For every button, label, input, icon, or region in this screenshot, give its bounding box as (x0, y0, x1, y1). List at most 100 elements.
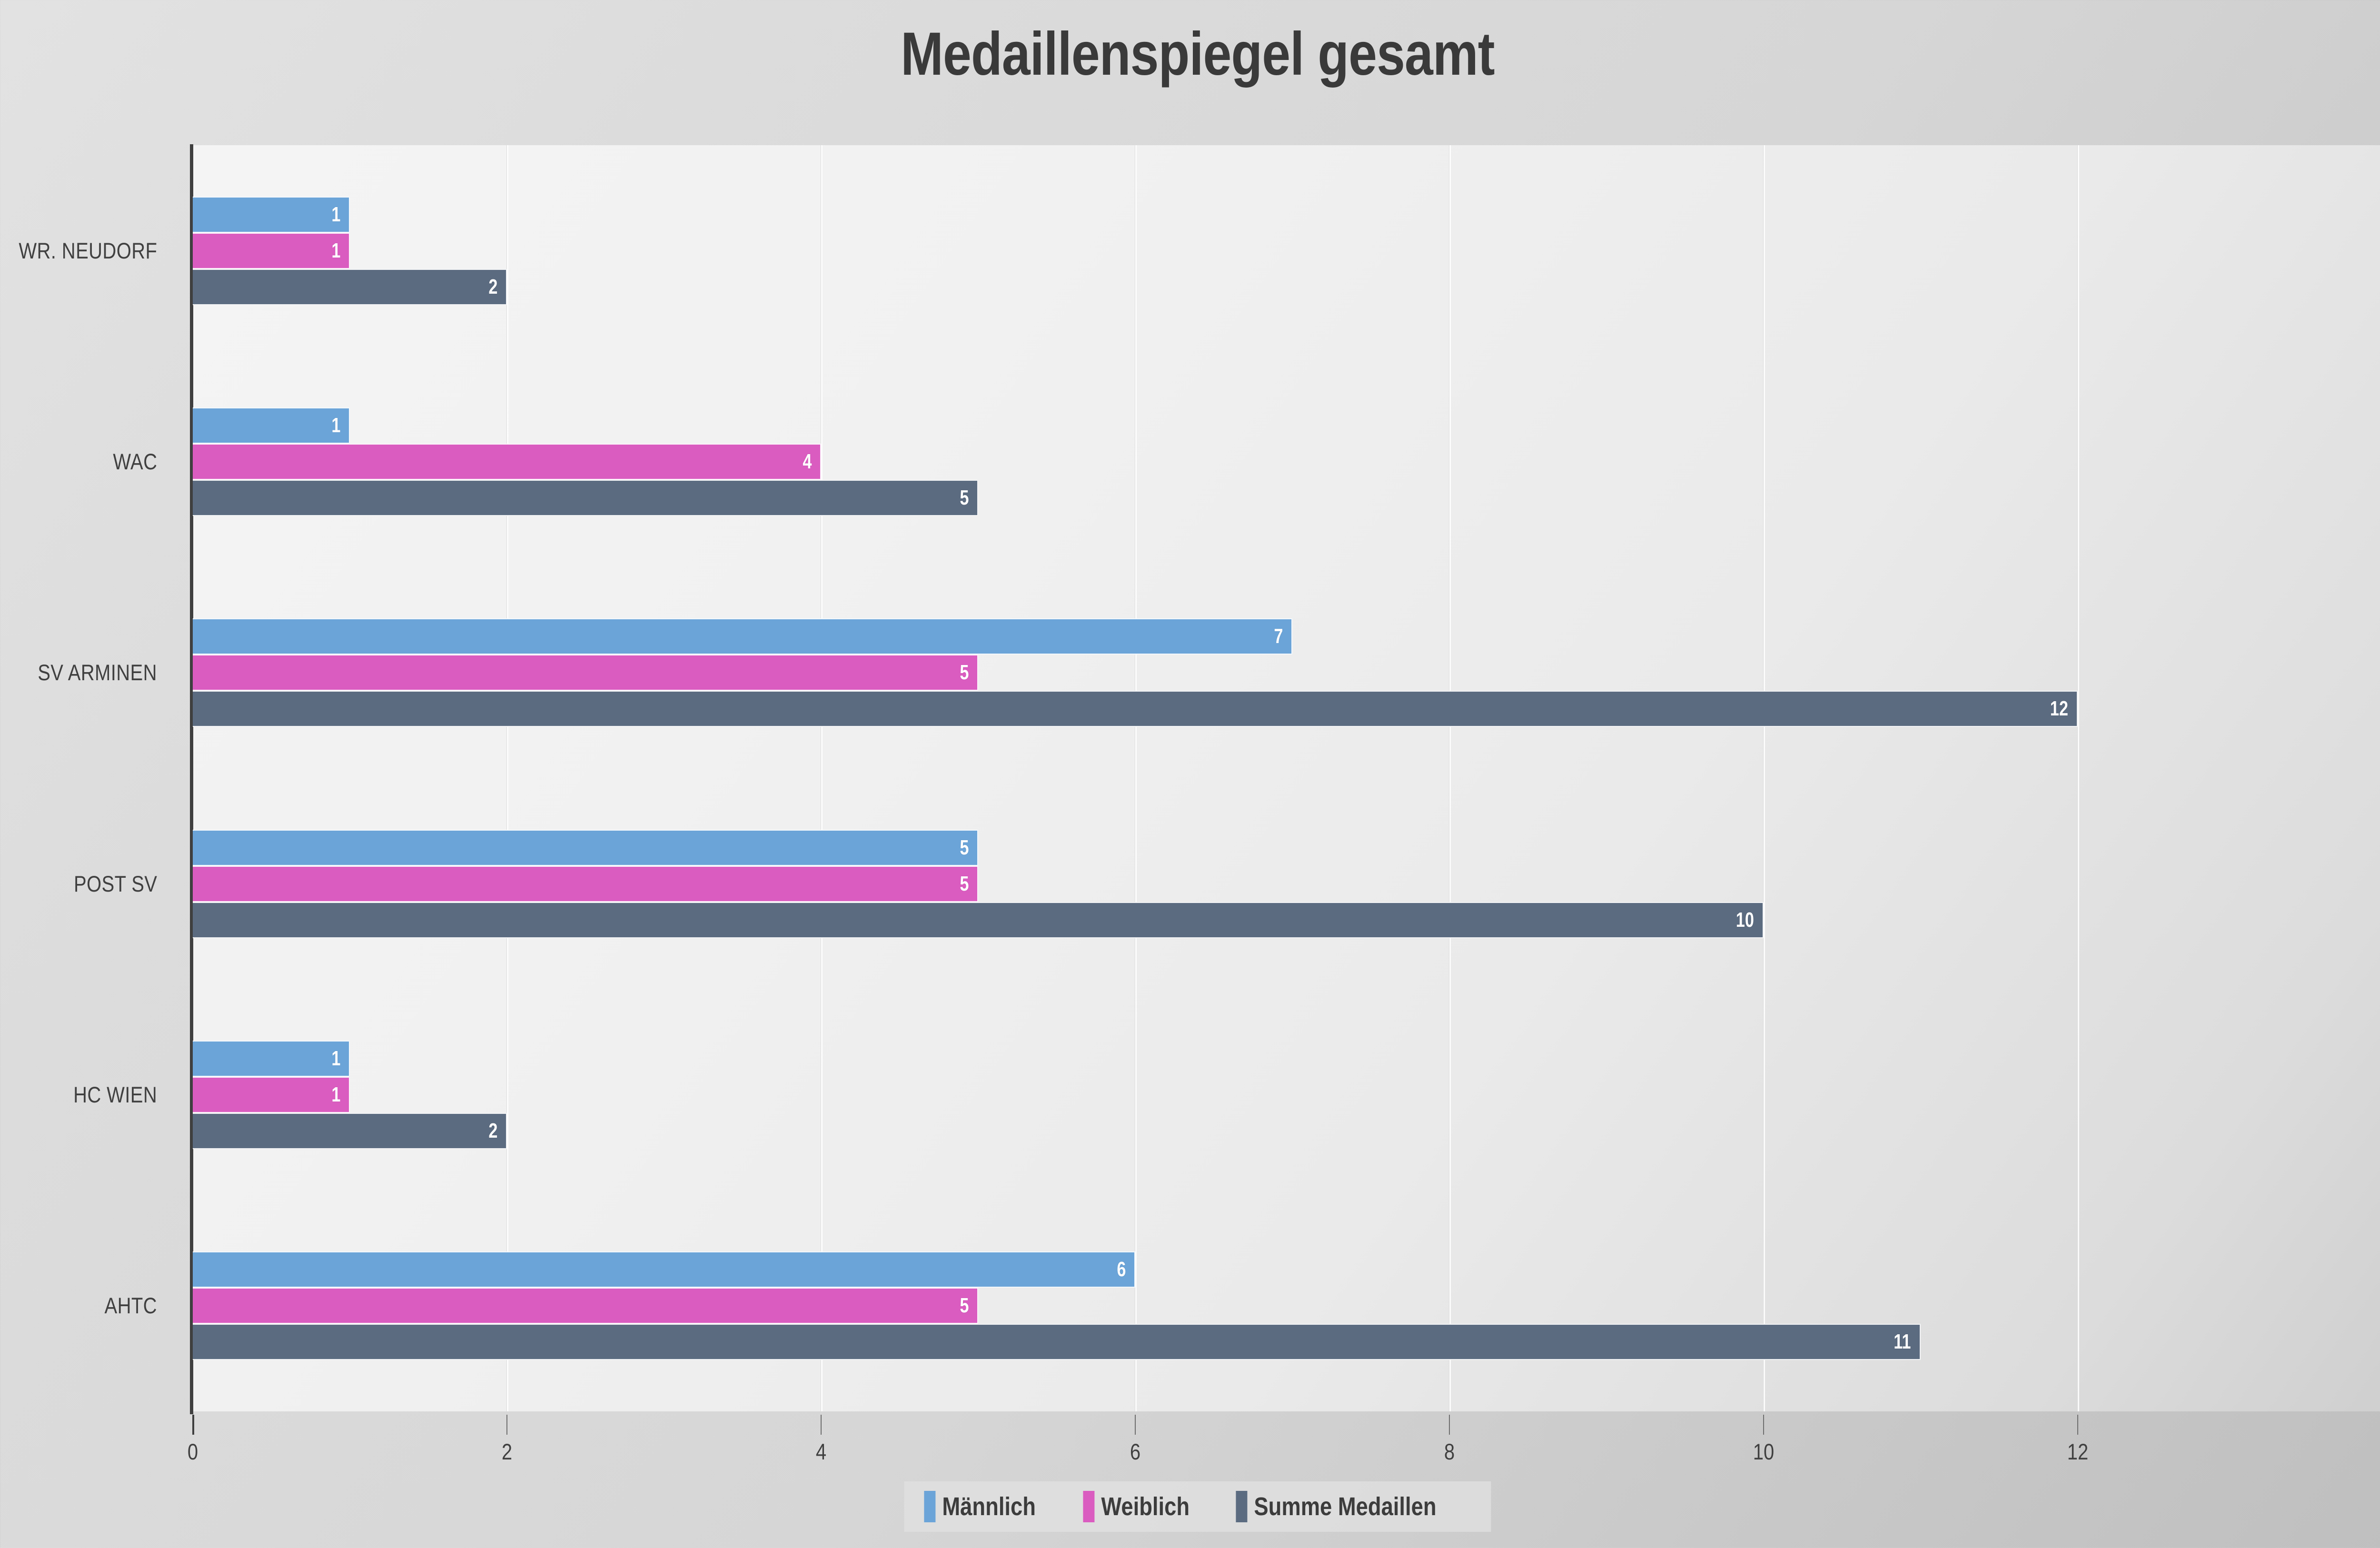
bar-row: 1 (0, 1077, 2380, 1113)
y-axis-label-sv-arminen: SV ARMINEN (38, 660, 157, 685)
gridline (821, 145, 823, 1411)
bar-sv-arminen-weiblich[interactable]: 5 (193, 655, 978, 691)
legend-label: Weiblich (1101, 1492, 1190, 1521)
x-axis-tick-label: 4 (815, 1439, 827, 1464)
bar-group: 1 1 2 (0, 196, 2380, 305)
legend-item-summe-medaillen[interactable]: Summe Medaillen (1236, 1491, 1471, 1522)
bar-sv-arminen-summe-medaillen[interactable]: 12 (193, 691, 2078, 727)
y-axis-label-ahtc: AHTC (104, 1293, 157, 1319)
bar-post-sv-männlich[interactable]: 5 (193, 829, 978, 866)
y-axis-label-wac: WAC (112, 449, 157, 474)
bar-post-sv-weiblich[interactable]: 5 (193, 865, 978, 902)
legend-swatch-icon (1236, 1491, 1248, 1522)
bar-value-label: 6 (1116, 1258, 1126, 1281)
gridline (1763, 145, 1765, 1411)
y-axis-label-wr-neudorf: WR. NEUDORF (19, 238, 157, 263)
bar-row: 1 (0, 407, 2380, 444)
x-axis-tick (1449, 1415, 1450, 1435)
x-axis-tick (506, 1415, 507, 1435)
y-axis-label-hc-wien: HC WIEN (73, 1082, 157, 1107)
gridline (1449, 145, 1451, 1411)
bar-row: 2 (0, 1113, 2380, 1149)
bar-value-label: 11 (1894, 1330, 1911, 1354)
bar-wr-neudorf-summe-medaillen[interactable]: 2 (193, 268, 507, 305)
bar-value-label: 2 (488, 275, 497, 298)
x-axis-tick (1135, 1415, 1136, 1435)
bar-value-label: 10 (1735, 908, 1754, 932)
bar-group: 5 5 10 (0, 829, 2380, 938)
plot-area (193, 145, 2380, 1411)
bar-wr-neudorf-weiblich[interactable]: 1 (193, 232, 350, 269)
x-axis-tick-label: 12 (2067, 1439, 2089, 1464)
bar-wr-neudorf-männlich[interactable]: 1 (193, 196, 350, 233)
gridline (2077, 145, 2079, 1411)
gridline (506, 145, 508, 1411)
bar-row: 4 (0, 444, 2380, 480)
x-axis-tick-label: 8 (1444, 1439, 1455, 1464)
x-axis-tick-label: 2 (501, 1439, 513, 1464)
x-axis-tick (2077, 1415, 2078, 1435)
bar-row: 11 (0, 1324, 2380, 1360)
bar-sv-arminen-männlich[interactable]: 7 (193, 618, 1292, 655)
bar-value-label: 4 (802, 450, 812, 473)
legend-label: Männlich (942, 1492, 1036, 1521)
bar-wac-summe-medaillen[interactable]: 5 (193, 480, 978, 516)
bar-row: 10 (0, 902, 2380, 938)
legend-swatch-icon (924, 1491, 936, 1522)
legend-swatch-icon (1083, 1491, 1095, 1522)
x-axis-tick (192, 1415, 194, 1435)
legend-item-männlich[interactable]: Männlich (924, 1491, 1053, 1522)
bar-row: 5 (0, 655, 2380, 691)
bar-value-label: 2 (488, 1119, 497, 1142)
bar-value-label: 1 (331, 414, 340, 437)
x-axis-tick-label: 0 (187, 1439, 198, 1464)
y-axis-line (190, 144, 193, 1414)
x-axis-tick-label: 6 (1130, 1439, 1141, 1464)
bar-value-label: 5 (959, 661, 969, 685)
y-axis-label-post-sv: POST SV (73, 871, 157, 896)
legend-item-weiblich[interactable]: Weiblich (1083, 1491, 1206, 1522)
bar-value-label: 5 (959, 1294, 969, 1318)
chart-title: Medaillenspiegel gesamt (901, 20, 1495, 88)
x-axis-tick-label: 10 (1753, 1439, 1775, 1464)
bar-hc-wien-weiblich[interactable]: 1 (193, 1077, 350, 1113)
bar-row: 1 (0, 196, 2380, 233)
x-axis-tick (1763, 1415, 1764, 1435)
bar-post-sv-summe-medaillen[interactable]: 10 (193, 902, 1764, 938)
x-axis-tick (821, 1415, 822, 1435)
bar-ahtc-männlich[interactable]: 6 (193, 1251, 1135, 1288)
bar-value-label: 1 (331, 202, 340, 226)
bar-row: 12 (0, 691, 2380, 727)
bar-row: 5 (0, 829, 2380, 866)
bar-group: 6 5 11 (0, 1251, 2380, 1360)
bar-value-label: 1 (331, 1083, 340, 1106)
legend-label: Summe Medaillen (1254, 1492, 1437, 1521)
bar-row: 1 (0, 1041, 2380, 1077)
bar-value-label: 7 (1273, 625, 1283, 648)
bar-ahtc-weiblich[interactable]: 5 (193, 1288, 978, 1324)
bar-row: 7 (0, 618, 2380, 655)
bar-row: 1 (0, 232, 2380, 269)
bar-hc-wien-männlich[interactable]: 1 (193, 1041, 350, 1077)
bar-wac-weiblich[interactable]: 4 (193, 444, 821, 480)
bar-value-label: 12 (2050, 697, 2068, 721)
bar-value-label: 1 (331, 238, 340, 262)
bar-group: 7 5 12 (0, 618, 2380, 727)
bar-row: 5 (0, 1288, 2380, 1324)
bar-value-label: 5 (959, 872, 969, 895)
bar-ahtc-summe-medaillen[interactable]: 11 (193, 1324, 1921, 1360)
bar-wac-männlich[interactable]: 1 (193, 407, 350, 444)
bar-group: 1 4 5 (0, 407, 2380, 516)
bar-value-label: 1 (331, 1047, 340, 1070)
bar-row: 6 (0, 1251, 2380, 1288)
bar-value-label: 5 (959, 486, 969, 509)
chart-legend[interactable]: Männlich Weiblich Summe Medaillen (904, 1481, 1491, 1532)
gridline (1135, 145, 1137, 1411)
bar-row: 5 (0, 865, 2380, 902)
bar-value-label: 5 (959, 835, 969, 859)
bar-row: 5 (0, 480, 2380, 516)
bar-hc-wien-summe-medaillen[interactable]: 2 (193, 1113, 507, 1149)
bar-row: 2 (0, 268, 2380, 305)
bar-group: 1 1 2 (0, 1041, 2380, 1149)
